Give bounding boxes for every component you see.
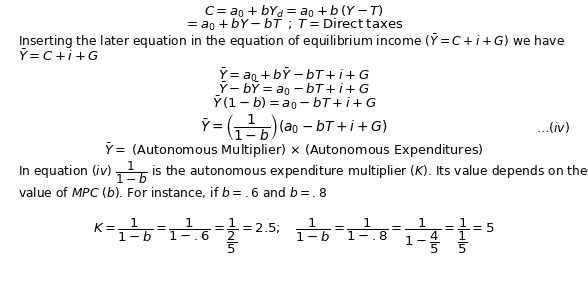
Text: value of $MPC$ $(b)$. For instance, if $b = .6$ and $b = .8$: value of $MPC$ $(b)$. For instance, if $… [18,185,327,200]
Text: $\bar{Y} = a_0 + b\bar{Y} - bT + i + G$: $\bar{Y} = a_0 + b\bar{Y} - bT + i + G$ [218,66,370,84]
Text: $\bar{Y}\,(1 - b) = a_0 - bT + i + G$: $\bar{Y}\,(1 - b) = a_0 - bT + i + G$ [212,94,376,112]
Text: $\bar{Y} = $ (Autonomous Multiplier) $\times$ (Autonomous Expenditures): $\bar{Y} = $ (Autonomous Multiplier) $\t… [104,141,484,160]
Text: $\bar{Y} = C + i + G$: $\bar{Y} = C + i + G$ [18,49,99,64]
Text: $K = \dfrac{1}{1-b} = \dfrac{1}{1-.6} = \dfrac{1}{\dfrac{2}{5}} = 2.5;\quad \dfr: $K = \dfrac{1}{1-b} = \dfrac{1}{1-.6} = … [93,216,495,256]
Text: In equation $(iv)$ $\dfrac{1}{1-b}$ is the autonomous expenditure multiplier $(K: In equation $(iv)$ $\dfrac{1}{1-b}$ is t… [18,159,588,186]
Text: $\ldots(iv)$: $\ldots(iv)$ [536,120,570,135]
Text: $\bar{Y} - b\bar{Y} = a_0 - bT + i + G$: $\bar{Y} - b\bar{Y} = a_0 - bT + i + G$ [218,80,370,98]
Text: $C = a_0 + bY_d = a_0 + b\,(Y - T)$: $C = a_0 + bY_d = a_0 + b\,(Y - T)$ [204,4,384,20]
Text: $\bar{Y} = \left(\dfrac{1}{1-b}\right)(a_0 - bT + i + G)$: $\bar{Y} = \left(\dfrac{1}{1-b}\right)(a… [200,112,388,142]
Text: $= a_0 + bY - bT\;\;;\; T = \mathrm{Direct\;taxes}$: $= a_0 + bY - bT\;\;;\; T = \mathrm{Dire… [184,17,404,33]
Text: Inserting the later equation in the equation of equilibrium income ($\bar{Y} = C: Inserting the later equation in the equa… [18,33,564,51]
